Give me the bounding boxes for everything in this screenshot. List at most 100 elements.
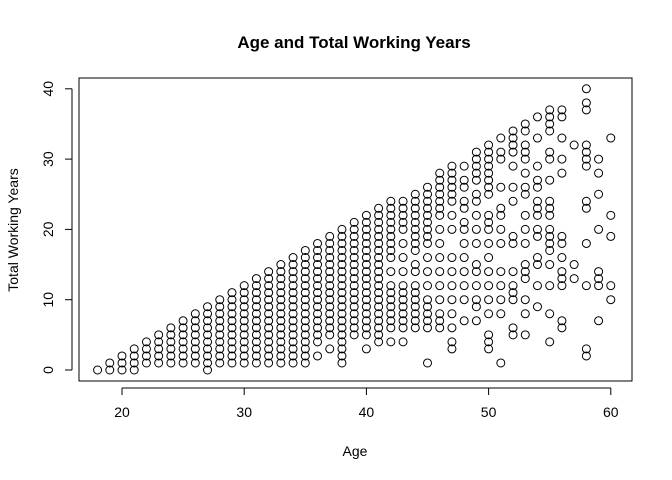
data-point bbox=[374, 210, 384, 220]
data-point bbox=[313, 302, 323, 312]
data-point bbox=[141, 358, 151, 368]
data-point bbox=[190, 337, 200, 347]
data-point bbox=[557, 274, 567, 284]
data-point bbox=[386, 224, 396, 234]
data-point bbox=[423, 295, 432, 305]
data-point bbox=[594, 281, 604, 291]
data-point bbox=[386, 253, 396, 263]
data-point bbox=[581, 281, 591, 291]
data-point bbox=[178, 316, 188, 326]
data-point bbox=[300, 302, 310, 312]
data-point bbox=[264, 274, 274, 284]
data-point bbox=[545, 337, 555, 347]
data-point bbox=[374, 245, 384, 255]
data-point bbox=[386, 231, 396, 241]
data-point bbox=[484, 161, 494, 171]
data-point bbox=[313, 260, 323, 270]
data-point bbox=[581, 140, 591, 150]
data-point bbox=[178, 344, 188, 354]
data-point bbox=[484, 168, 494, 178]
data-point bbox=[545, 126, 555, 136]
data-point bbox=[459, 182, 469, 192]
data-point bbox=[545, 175, 555, 185]
data-point bbox=[374, 238, 384, 248]
data-point bbox=[435, 323, 445, 333]
data-point bbox=[447, 309, 457, 319]
data-point bbox=[532, 161, 542, 171]
data-point bbox=[227, 323, 237, 333]
data-point bbox=[557, 133, 567, 143]
data-point bbox=[545, 210, 555, 220]
data-point bbox=[410, 309, 420, 319]
y-tick-label: 0 bbox=[40, 366, 56, 374]
data-point bbox=[423, 253, 432, 263]
data-point bbox=[203, 323, 213, 333]
data-point bbox=[337, 344, 347, 354]
data-point bbox=[410, 189, 420, 199]
data-point bbox=[447, 175, 457, 185]
data-point bbox=[386, 238, 396, 248]
data-point bbox=[496, 203, 506, 213]
data-point bbox=[239, 302, 249, 312]
data-point bbox=[410, 288, 420, 298]
data-point bbox=[423, 210, 432, 220]
data-point bbox=[398, 253, 408, 263]
data-point bbox=[337, 260, 347, 270]
data-point bbox=[435, 316, 445, 326]
data-point bbox=[361, 260, 371, 270]
data-point bbox=[484, 309, 494, 319]
data-point bbox=[154, 330, 164, 340]
data-point bbox=[471, 281, 481, 291]
data-point bbox=[264, 302, 274, 312]
data-point bbox=[398, 337, 408, 347]
data-point bbox=[288, 302, 298, 312]
data-point bbox=[484, 189, 494, 199]
data-point bbox=[423, 231, 432, 241]
data-point bbox=[227, 330, 237, 340]
data-point bbox=[484, 337, 494, 347]
data-point bbox=[423, 267, 432, 277]
data-point bbox=[129, 358, 139, 368]
data-point bbox=[129, 351, 139, 361]
data-point bbox=[484, 330, 494, 340]
data-point bbox=[203, 365, 213, 375]
data-point bbox=[484, 224, 494, 234]
data-point bbox=[300, 267, 310, 277]
data-point bbox=[227, 358, 237, 368]
data-point bbox=[398, 210, 408, 220]
data-point bbox=[410, 316, 420, 326]
data-point bbox=[410, 238, 420, 248]
data-point bbox=[215, 309, 225, 319]
data-point bbox=[471, 161, 481, 171]
data-point bbox=[251, 281, 261, 291]
data-point bbox=[581, 98, 591, 108]
data-point bbox=[361, 288, 371, 298]
data-point bbox=[484, 140, 494, 150]
data-point bbox=[447, 161, 457, 171]
data-point bbox=[361, 231, 371, 241]
data-point bbox=[374, 253, 384, 263]
data-point bbox=[594, 274, 604, 284]
data-point bbox=[410, 323, 420, 333]
data-point bbox=[239, 344, 249, 354]
data-point bbox=[337, 358, 347, 368]
data-point bbox=[361, 210, 371, 220]
data-point bbox=[349, 281, 359, 291]
data-point bbox=[300, 260, 310, 270]
data-point bbox=[484, 295, 494, 305]
data-point bbox=[178, 330, 188, 340]
data-point bbox=[581, 154, 591, 164]
data-point bbox=[154, 358, 164, 368]
data-point bbox=[251, 330, 261, 340]
data-point bbox=[264, 316, 274, 326]
data-point bbox=[361, 245, 371, 255]
data-point bbox=[410, 245, 420, 255]
data-point bbox=[276, 323, 286, 333]
data-point bbox=[300, 358, 310, 368]
data-point bbox=[471, 168, 481, 178]
data-point bbox=[227, 316, 237, 326]
data-point bbox=[190, 323, 200, 333]
data-point bbox=[423, 217, 432, 227]
data-point bbox=[496, 281, 506, 291]
data-point bbox=[300, 288, 310, 298]
